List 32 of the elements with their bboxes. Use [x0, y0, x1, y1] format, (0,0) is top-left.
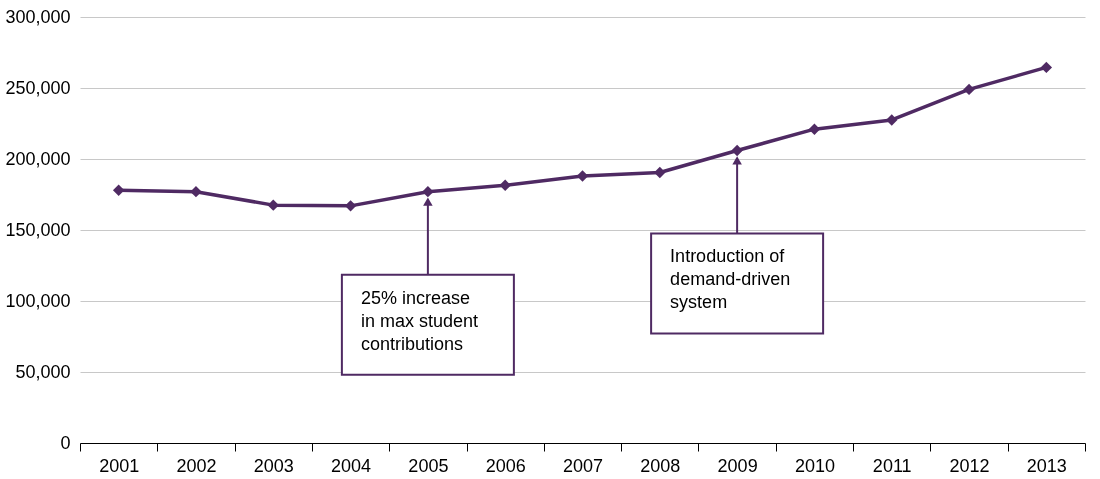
annotation: Introduction of demand-driven system [670, 246, 791, 313]
point [963, 83, 975, 96]
y-tick-label: 250,000 [5, 77, 71, 98]
x-tick-label: 2004 [331, 455, 372, 476]
x-tick-label: 2003 [253, 455, 294, 476]
point [654, 166, 666, 179]
x-tick-label: 2009 [717, 455, 758, 476]
y-tick-label: 200,000 [5, 148, 71, 169]
point [731, 144, 743, 157]
y-tick-label: 150,000 [5, 219, 71, 240]
y-tick-label: 100,000 [5, 290, 71, 311]
x-tick-label: 2001 [99, 455, 140, 476]
y-tick-label: 0 [60, 432, 71, 453]
x-tick-label: 2011 [872, 455, 912, 476]
point [886, 114, 898, 126]
annotation: 25% increase in max student contributions [360, 287, 478, 354]
point [422, 185, 434, 198]
point [808, 123, 821, 135]
x-tick-label: 2013 [1026, 455, 1067, 476]
point [190, 185, 202, 198]
y-tick-label: 300,000 [5, 6, 71, 27]
x-tick-label: 2008 [640, 455, 681, 476]
point [499, 179, 511, 191]
x-tick-label: 2002 [176, 455, 217, 476]
x-tick-label: 2012 [949, 455, 990, 476]
x-tick-label: 2007 [562, 455, 604, 476]
point [1040, 61, 1053, 74]
point [267, 199, 279, 211]
x-tick-label: 2005 [408, 455, 449, 476]
y-tick-label: 50,000 [15, 361, 71, 382]
x-tick-label: 2006 [485, 455, 526, 476]
x-tick-label: 2010 [794, 455, 835, 476]
